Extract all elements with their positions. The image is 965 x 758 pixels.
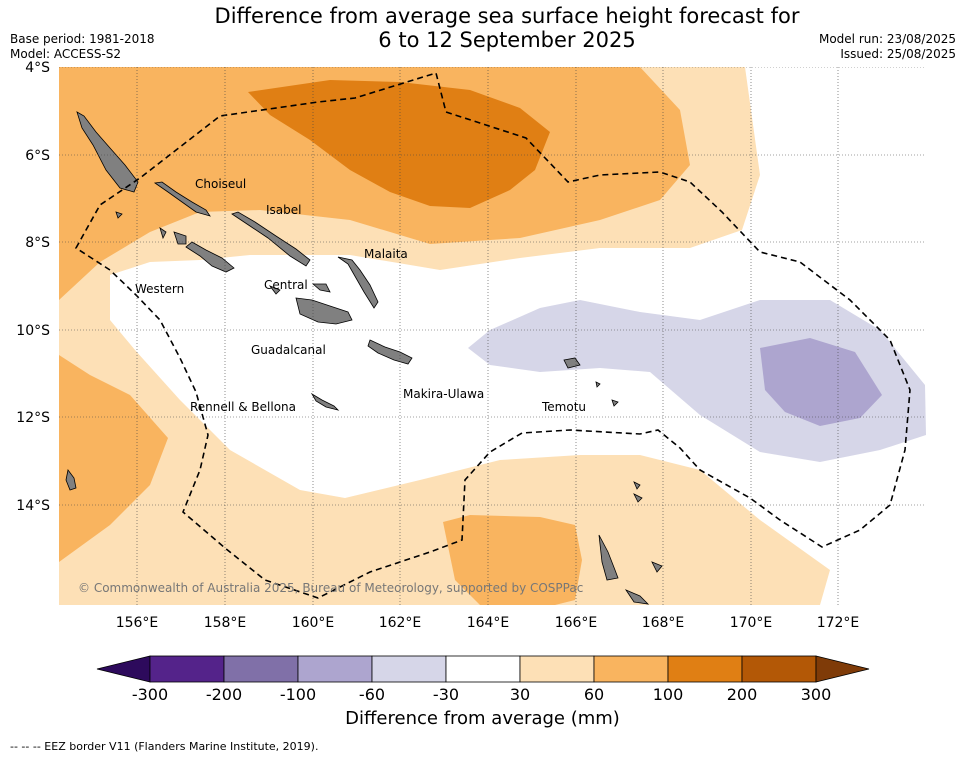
place-label-western: Western xyxy=(135,282,184,296)
anomaly-60-100-south xyxy=(443,515,582,605)
issued-text: Issued: 25/08/2025 xyxy=(840,47,956,61)
place-label-rennell-bellona: Rennell & Bellona xyxy=(190,400,296,414)
lon-label-172e: 172°E xyxy=(817,615,860,631)
meta-right: Model run: 23/08/2025 Issued: 25/08/2025 xyxy=(819,32,956,62)
anomaly-60-100-southwest xyxy=(59,355,168,562)
colorbar-ticks: -300 -200 -100 -60 -30 30 60 100 200 300 xyxy=(132,685,831,704)
colorbar-tick-label: 60 xyxy=(584,685,604,704)
place-label-guadalcanal: Guadalcanal xyxy=(251,343,326,357)
colorbar-max-arrow xyxy=(815,655,870,683)
colorbar-segment-6 xyxy=(519,655,595,683)
colorbar-segment-1 xyxy=(149,655,225,683)
chart-title-line1: Difference from average sea surface heig… xyxy=(214,4,800,28)
colorbar-segment-7 xyxy=(593,655,669,683)
colorbar-tick-label: -100 xyxy=(280,685,316,704)
colorbar-tick-label: -30 xyxy=(433,685,459,704)
colorbar-tick-label: 100 xyxy=(653,685,684,704)
lon-label-156e: 156°E xyxy=(116,615,159,631)
lon-label-162e: 162°E xyxy=(379,615,422,631)
anomaly-100-200 xyxy=(248,80,550,208)
colorbar-segment-4 xyxy=(371,655,447,683)
lat-label-10s: 10°S xyxy=(16,323,50,339)
lat-label-12s: 12°S xyxy=(16,410,50,426)
anomaly-neg100-neg60 xyxy=(760,338,882,426)
base-period-text: Base period: 1981-2018 xyxy=(10,32,155,46)
map-fill-layer: Choiseul Isabel Malaita Western Central … xyxy=(59,67,926,605)
colorbar-title: Difference from average (mm) xyxy=(345,708,620,729)
colorbar-tick-label: 200 xyxy=(727,685,758,704)
grid-lines xyxy=(59,67,926,605)
lat-label-6s: 6°S xyxy=(25,148,50,164)
colorbar-min-arrow xyxy=(96,655,151,683)
lon-label-168e: 168°E xyxy=(642,615,685,631)
colorbar-segment-3 xyxy=(297,655,373,683)
colorbar-tick-label: -200 xyxy=(206,685,242,704)
model-text: Model: ACCESS-S2 xyxy=(10,47,122,61)
colorbar-tick-label: -60 xyxy=(359,685,385,704)
colorbar-segment-2 xyxy=(223,655,299,683)
place-label-isabel: Isabel xyxy=(266,203,301,217)
lon-label-164e: 164°E xyxy=(467,615,510,631)
chart-title-line2: 6 to 12 September 2025 xyxy=(378,28,636,52)
copyright-text: © Commonwealth of Australia 2025, Bureau… xyxy=(78,581,583,595)
place-label-temotu: Temotu xyxy=(541,400,586,414)
lon-label-166e: 166°E xyxy=(555,615,598,631)
colorbar-segment-8 xyxy=(667,655,743,683)
colorbar-tick-label: -300 xyxy=(132,685,168,704)
eez-border-note: -- -- -- EEZ border V11 (Flanders Marine… xyxy=(10,740,319,753)
place-label-malaita: Malaita xyxy=(364,247,408,261)
colorbar xyxy=(96,655,870,683)
colorbar-segment-5 xyxy=(445,655,521,683)
lon-label-170e: 170°E xyxy=(730,615,773,631)
lat-label-4s: 4°S xyxy=(25,60,50,76)
lon-label-160e: 160°E xyxy=(292,615,335,631)
lat-label-8s: 8°S xyxy=(25,235,50,251)
colorbar-tick-label: 30 xyxy=(510,685,530,704)
place-label-makira-ulawa: Makira-Ulawa xyxy=(403,387,484,401)
colorbar-tick-label: 300 xyxy=(801,685,832,704)
place-label-central: Central xyxy=(264,278,308,292)
colorbar-segment-9 xyxy=(741,655,817,683)
model-run-text: Model run: 23/08/2025 xyxy=(818,32,956,46)
islands xyxy=(65,111,663,605)
lat-label-14s: 14°S xyxy=(16,498,50,514)
lon-label-158e: 158°E xyxy=(204,615,247,631)
place-label-choiseul: Choiseul xyxy=(195,177,246,191)
meta-left: Base period: 1981-2018 Model: ACCESS-S2 xyxy=(10,32,155,62)
